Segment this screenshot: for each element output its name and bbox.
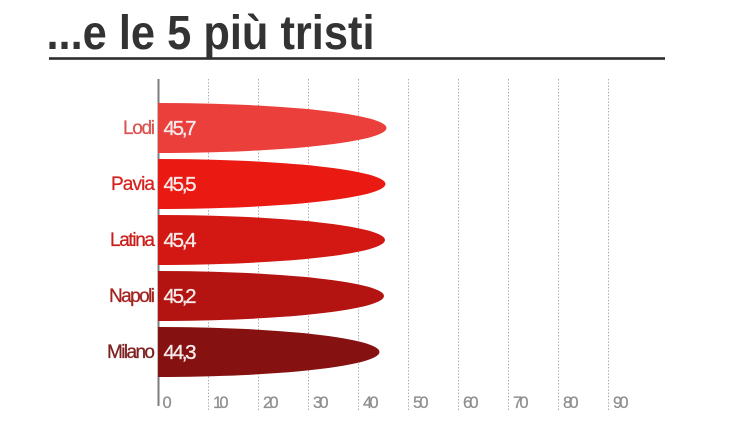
svg-text:40: 40: [363, 394, 379, 412]
svg-text:50: 50: [413, 394, 429, 412]
svg-text:70: 70: [513, 394, 529, 412]
svg-text:45,2: 45,2: [164, 285, 197, 308]
svg-text:...e le 5 più tristi: ...e le 5 più tristi: [47, 7, 375, 60]
svg-text:Milano: Milano: [107, 342, 155, 363]
svg-text:60: 60: [463, 394, 479, 412]
svg-text:20: 20: [263, 394, 279, 412]
svg-text:10: 10: [213, 394, 229, 412]
svg-text:Napoli: Napoli: [109, 286, 155, 307]
svg-text:45,5: 45,5: [164, 173, 197, 196]
svg-text:Lodi: Lodi: [123, 118, 155, 139]
svg-text:45,7: 45,7: [164, 117, 197, 140]
svg-text:Latina: Latina: [110, 230, 155, 251]
svg-text:Pavia: Pavia: [111, 174, 155, 195]
svg-text:45,4: 45,4: [164, 229, 197, 252]
svg-text:0: 0: [163, 394, 172, 412]
svg-text:80: 80: [563, 394, 579, 412]
svg-text:90: 90: [613, 394, 629, 412]
svg-text:44,3: 44,3: [164, 341, 197, 364]
svg-text:30: 30: [313, 394, 329, 412]
